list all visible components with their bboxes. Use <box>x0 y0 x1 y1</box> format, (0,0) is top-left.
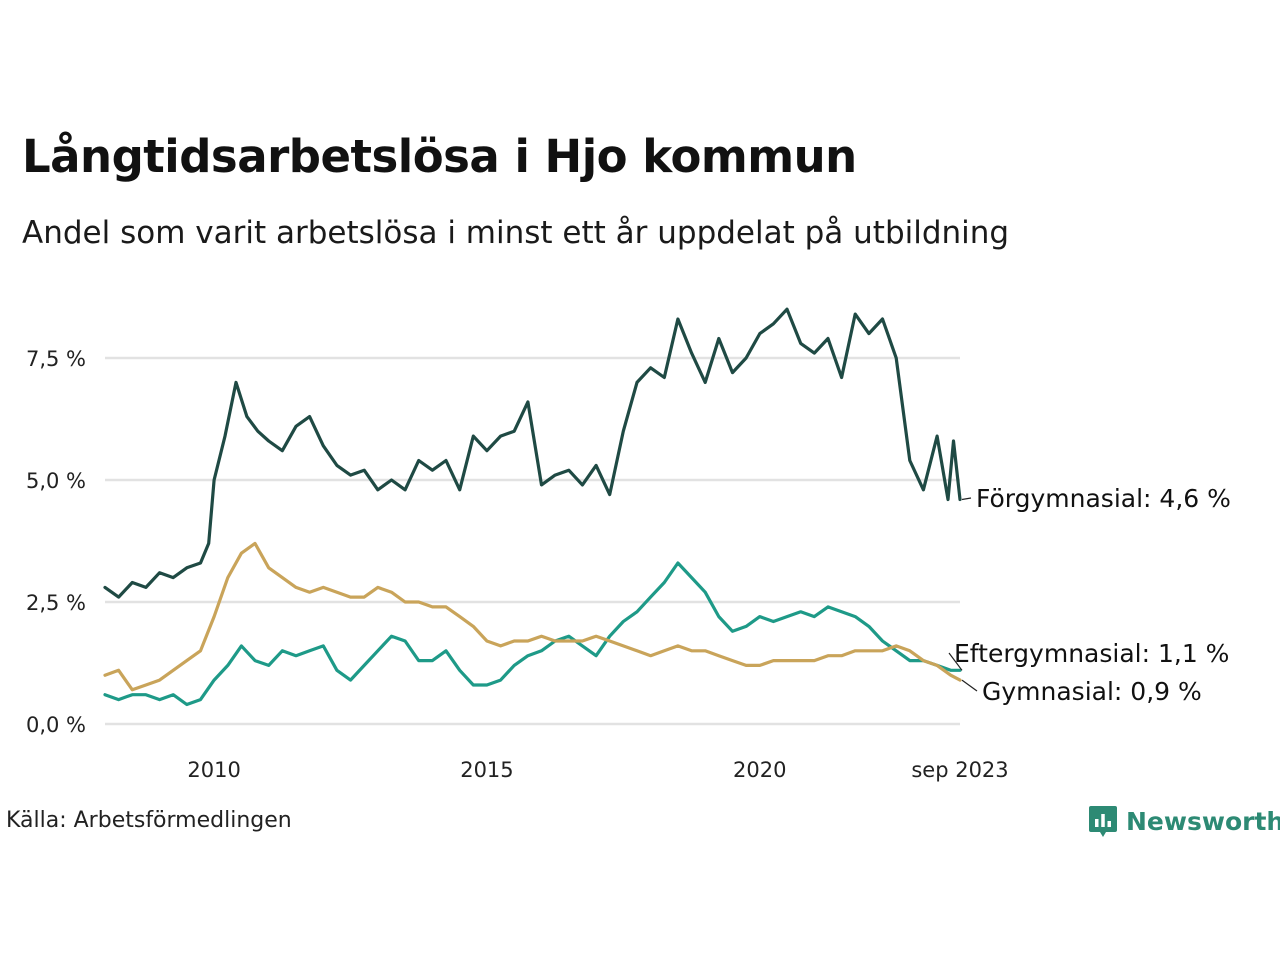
newsworthy-logo-icon <box>1088 804 1118 838</box>
x-tick-label: 2020 <box>733 758 786 782</box>
end-label-förgymnasial: Förgymnasial: 4,6 % <box>976 484 1231 513</box>
brand-logo: Newsworthy <box>1088 804 1280 838</box>
x-tick-label: 2010 <box>187 758 240 782</box>
x-tick-label: sep 2023 <box>911 758 1008 782</box>
gridlines <box>105 358 960 724</box>
y-tick-label: 0,0 % <box>26 713 86 737</box>
series-lines <box>105 309 960 704</box>
end-label-gymnasial: Gymnasial: 0,9 % <box>982 677 1202 706</box>
y-tick-label: 2,5 % <box>26 591 86 615</box>
y-tick-label: 7,5 % <box>26 347 86 371</box>
end-labels: Förgymnasial: 4,6 % Eftergymnasial: 1,1 %… <box>949 484 1231 706</box>
series-line-eftergymnasial <box>105 563 960 705</box>
end-label-eftergymnasial: Eftergymnasial: 1,1 % <box>954 639 1229 668</box>
leader-line <box>962 498 971 500</box>
line-chart: 0,0 % 2,5 % 5,0 % 7,5 % 2010 2015 2020 sep 202… <box>0 0 1280 800</box>
brand-name: Newsworthy <box>1126 807 1280 836</box>
y-axis-ticks: 0,0 % 2,5 % 5,0 % 7,5 % <box>26 347 86 737</box>
x-axis-ticks: 2010 2015 2020 sep 2023 <box>187 758 1008 782</box>
series-line-gymnasial <box>105 543 960 689</box>
y-tick-label: 5,0 % <box>26 469 86 493</box>
leader-line <box>962 680 977 691</box>
x-tick-label: 2015 <box>460 758 513 782</box>
source-note: Källa: Arbetsförmedlingen <box>6 808 292 833</box>
series-line-förgymnasial <box>105 309 960 597</box>
